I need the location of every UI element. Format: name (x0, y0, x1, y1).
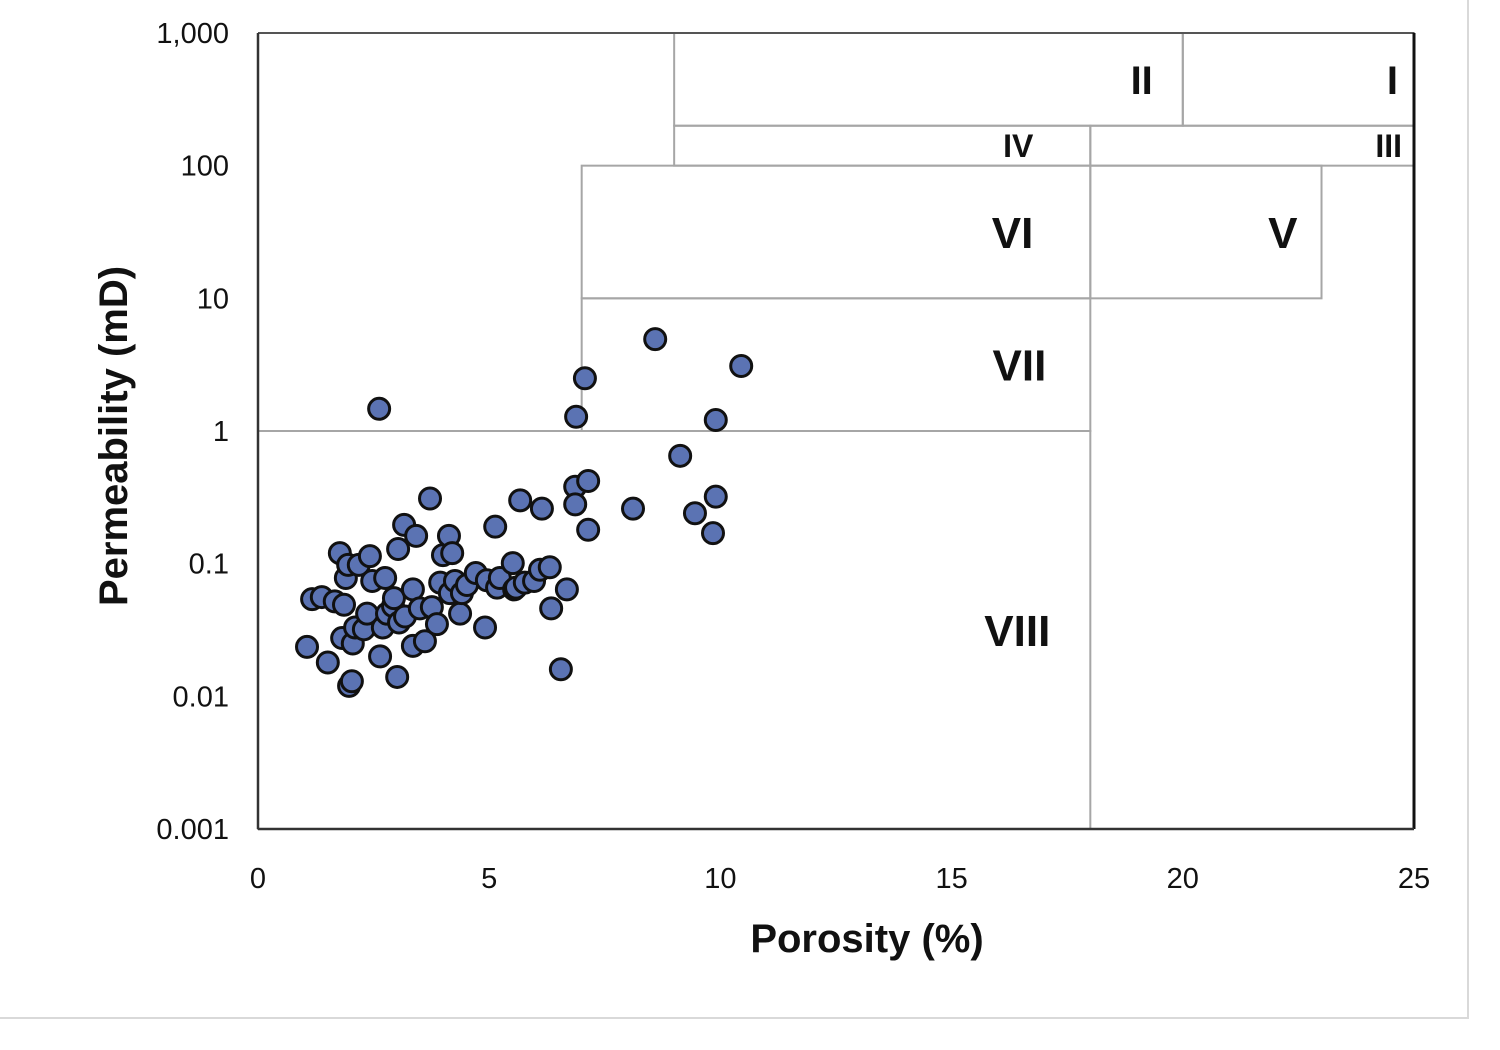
data-point (418, 486, 443, 511)
x-tick-label: 20 (1167, 863, 1199, 895)
data-point (404, 523, 429, 548)
x-tick-label: 15 (935, 863, 967, 895)
figure-frame (0, 0, 1469, 1019)
data-point (368, 644, 393, 669)
y-tick-label: 0.1 (189, 549, 229, 581)
data-point (385, 664, 410, 689)
data-point (483, 514, 508, 539)
data-point (703, 484, 728, 509)
data-point (381, 586, 406, 611)
data-point (500, 551, 525, 576)
data-point (668, 443, 693, 468)
x-tick-label: 0 (250, 863, 266, 895)
data-point (473, 615, 498, 640)
axes: 0 5 10 15 20 25 0.001 0.01 0.1 1 10 100 1,000 (156, 18, 1430, 895)
data-point (539, 596, 564, 621)
region-box-iii (1089, 124, 1415, 167)
data-point (529, 496, 554, 521)
data-points (295, 327, 754, 698)
data-point (357, 544, 382, 569)
data-point (440, 541, 465, 566)
x-tick-label: 25 (1398, 863, 1430, 895)
region-label: VI (992, 209, 1034, 258)
data-point (386, 536, 411, 561)
region-label: IV (1003, 128, 1034, 164)
region-label: III (1375, 128, 1402, 164)
y-axis-title: Permeability (mD) (92, 266, 136, 606)
x-axis-title: Porosity (%) (750, 917, 983, 961)
data-point (537, 555, 562, 580)
data-point (448, 601, 473, 626)
data-point (729, 353, 754, 378)
region-box-ii (673, 32, 1184, 127)
data-point (424, 612, 449, 637)
data-point (367, 396, 392, 421)
data-point (563, 492, 588, 517)
y-tick-label: 100 (181, 151, 229, 183)
y-tick-label: 1 (213, 416, 229, 448)
data-point (332, 592, 357, 617)
region-label: I (1387, 59, 1398, 103)
data-point (682, 501, 707, 526)
y-tick-label: 0.01 (173, 681, 229, 713)
data-point (339, 669, 364, 694)
y-tick-label: 0.001 (156, 814, 229, 846)
data-point (554, 577, 579, 602)
data-point (373, 565, 398, 590)
data-point (576, 517, 601, 542)
region-label: VII (993, 342, 1047, 391)
region-box-i (1181, 32, 1416, 127)
x-tick-label: 10 (704, 863, 736, 895)
region-label: V (1268, 209, 1298, 258)
data-point (621, 496, 646, 521)
region-label: VIII (984, 607, 1050, 656)
data-point (548, 657, 573, 682)
y-tick-label: 1,000 (156, 18, 229, 50)
data-point (643, 327, 668, 352)
data-point (703, 408, 728, 433)
y-tick-label: 10 (197, 283, 229, 315)
data-point (508, 488, 533, 513)
data-point (315, 650, 340, 675)
region-label: II (1131, 59, 1153, 103)
data-point (701, 521, 726, 546)
data-point (572, 366, 597, 391)
data-point (412, 629, 437, 654)
x-tick-label: 5 (481, 863, 497, 895)
data-point (576, 468, 601, 493)
data-point (295, 634, 320, 659)
data-point (564, 404, 589, 429)
